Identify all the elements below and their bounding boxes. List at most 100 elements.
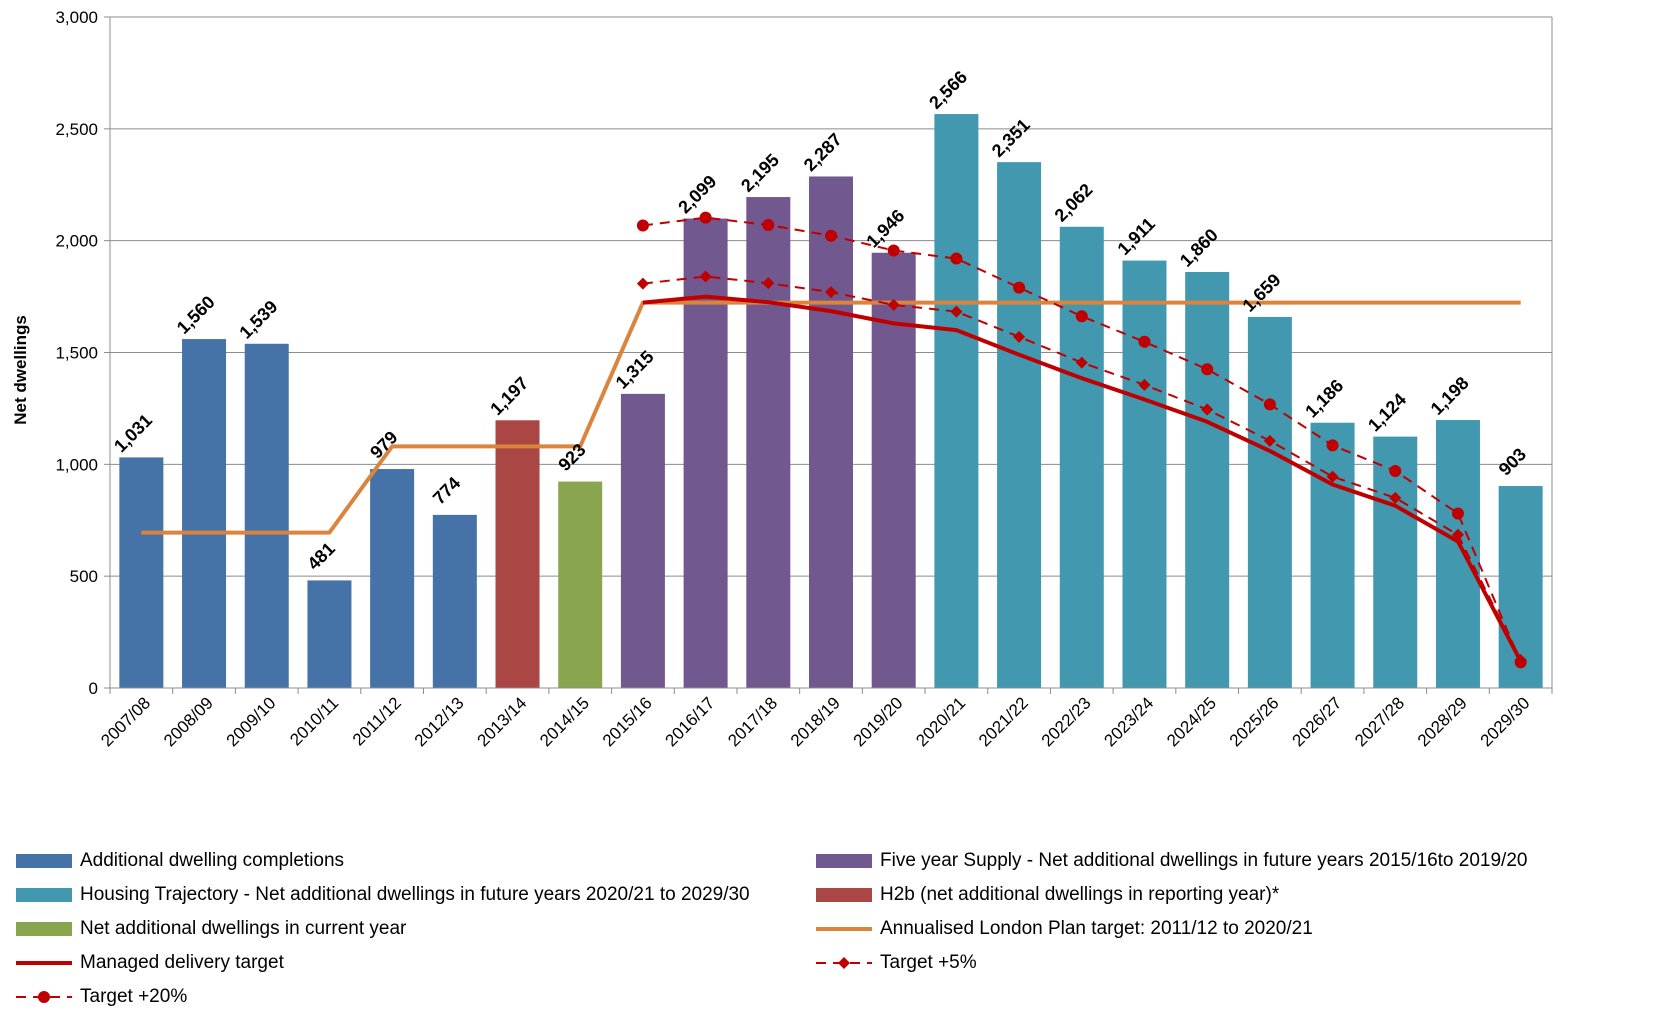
line-point-diamond <box>1389 491 1402 504</box>
legend-label: Housing Trajectory - Net additional dwel… <box>80 884 750 905</box>
legend-label: Additional dwelling completions <box>80 850 345 871</box>
bar <box>1247 316 1292 688</box>
series-line <box>141 300 1521 535</box>
x-tick-label: 2014/15 <box>536 693 593 750</box>
legend-label: Five year Supply - Net additional dwelli… <box>880 850 1528 871</box>
bar <box>1185 271 1230 688</box>
bar <box>997 162 1042 688</box>
x-tick-label: 2019/20 <box>850 693 907 750</box>
line-point-circle <box>950 252 963 265</box>
x-tick-label: 2021/22 <box>975 693 1032 750</box>
y-tick-label: 2,500 <box>55 120 98 139</box>
bar <box>1435 420 1480 688</box>
bar <box>558 481 603 688</box>
x-tick-label: 2008/09 <box>160 693 217 750</box>
legend-label: Annualised London Plan target: 2011/12 t… <box>880 918 1313 939</box>
legend-swatch-marker <box>38 991 50 1003</box>
bar <box>871 252 916 688</box>
housing-trajectory-chart: 0 500 1,000 1,500 2,000 2,500 3,000 2007/08 2008… <box>11 8 1553 750</box>
bar <box>620 393 665 688</box>
data-label: 2,566 <box>925 67 971 113</box>
x-tick-label: 2017/18 <box>724 693 781 750</box>
legend-label: Target +5% <box>880 952 977 973</box>
data-label: 2,351 <box>988 115 1034 161</box>
y-tick-label: 1,000 <box>55 455 98 474</box>
line-point-circle <box>699 211 712 224</box>
x-tick-label: 2015/16 <box>599 693 656 750</box>
y-tick-label: 1,500 <box>55 344 98 363</box>
line-point-diamond <box>762 277 775 290</box>
legend-label: H2b (net additional dwellings in reporti… <box>880 884 1280 905</box>
bar <box>495 420 540 688</box>
line-point-circle <box>762 219 775 232</box>
bar <box>244 343 289 688</box>
data-label: 979 <box>366 427 401 462</box>
line-point-diamond <box>1075 356 1088 369</box>
legend-swatch <box>16 991 72 1003</box>
line-point-diamond <box>887 298 900 311</box>
legend-swatch-rect <box>16 922 72 936</box>
legend-swatch-rect <box>816 854 872 868</box>
legend-item: Managed delivery target <box>14 952 284 974</box>
series-line <box>642 294 1523 663</box>
legend-item: Target +20% <box>14 986 187 1008</box>
data-label: 1,197 <box>486 373 532 419</box>
x-tick-label: 2023/24 <box>1100 693 1157 750</box>
legend-swatch <box>816 957 872 969</box>
bar <box>1373 436 1418 688</box>
line-point-diamond <box>1013 330 1026 343</box>
x-tick-label: 2025/26 <box>1226 693 1283 750</box>
bar <box>182 339 227 688</box>
x-tick-label: 2024/25 <box>1163 693 1220 750</box>
x-tick-label: 2012/13 <box>411 693 468 750</box>
line-point-circle <box>1514 656 1527 669</box>
bar <box>1310 422 1355 688</box>
y-tick-label: 0 <box>89 679 98 698</box>
x-tick-label: 2022/23 <box>1038 693 1095 750</box>
line-point-circle <box>1326 439 1339 452</box>
legend-swatch <box>16 854 72 868</box>
line-point-diamond <box>825 286 837 299</box>
bar <box>1059 226 1104 689</box>
x-tick-label: 2013/14 <box>473 693 530 750</box>
bar <box>119 457 164 688</box>
data-label: 2,099 <box>674 171 720 217</box>
bar <box>746 197 791 688</box>
data-label: 2,062 <box>1051 180 1097 226</box>
line-point-circle <box>887 244 900 257</box>
data-label: 1,539 <box>235 297 281 343</box>
line-point-circle <box>1201 363 1214 376</box>
bar <box>370 469 415 688</box>
line-point-circle <box>1263 398 1276 411</box>
data-label: 2,195 <box>737 150 783 196</box>
line-point-circle <box>825 229 837 242</box>
y-tick-label: 3,000 <box>55 8 98 27</box>
legend-item: Five year Supply - Net additional dwelli… <box>814 850 1527 872</box>
legend-item: Additional dwelling completions <box>14 850 344 872</box>
line-point-circle <box>1451 507 1464 520</box>
data-label: 1,124 <box>1364 389 1410 435</box>
data-label: 1,860 <box>1176 225 1222 271</box>
bar <box>307 580 352 688</box>
x-tick-label: 2020/21 <box>912 693 969 750</box>
line-point-circle <box>1013 281 1026 294</box>
line-point-diamond <box>1263 434 1276 447</box>
legend-label: Net additional dwellings in current year <box>80 918 407 939</box>
legend-swatch <box>16 922 72 936</box>
legend-label: Target +20% <box>80 986 188 1007</box>
legend-swatch-marker <box>838 957 850 969</box>
bar <box>1122 260 1167 688</box>
bar <box>934 114 979 688</box>
lines <box>141 211 1527 669</box>
legend-item: Net additional dwellings in current year <box>14 918 406 940</box>
bar <box>683 218 728 688</box>
bar <box>432 514 477 688</box>
legend-item: Annualised London Plan target: 2011/12 t… <box>814 918 1313 940</box>
x-tick-label: 2018/19 <box>787 693 844 750</box>
data-label: 774 <box>429 473 464 508</box>
legend: Additional dwelling completions Five year… <box>0 850 1655 1028</box>
y-axis-label: Net dwellings <box>11 315 30 425</box>
legend-swatch <box>816 888 872 902</box>
y-tick-label: 500 <box>70 567 98 586</box>
line-point-diamond <box>1326 470 1339 483</box>
